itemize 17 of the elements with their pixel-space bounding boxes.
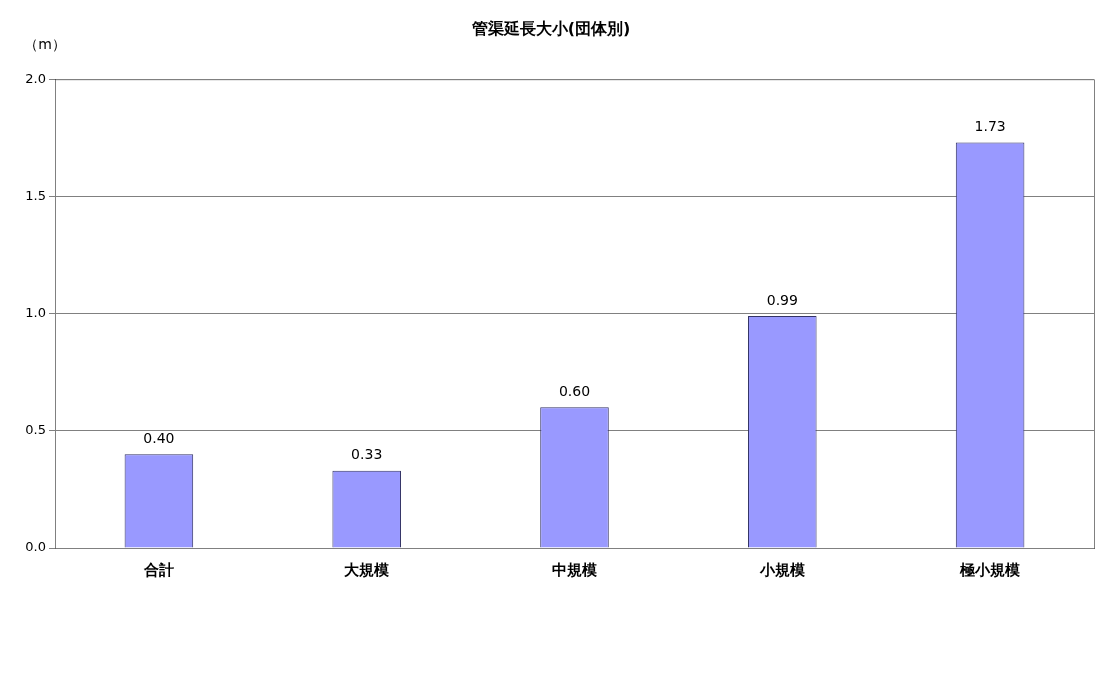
chart-title: 管渠延長大小(団体別)	[470, 18, 631, 38]
y-tick-label: 0.0	[25, 539, 46, 555]
x-tick-label: 中規模	[552, 560, 598, 579]
data-label: 0.99	[766, 291, 798, 308]
x-tick-label: 大規模	[344, 560, 391, 579]
data-label: 0.60	[558, 383, 591, 399]
data-label: 0.33	[351, 446, 383, 463]
y-tick-label: 0.5	[25, 422, 46, 438]
data-label: 1.73	[974, 118, 1006, 135]
y-tick-label: 1.0	[25, 304, 46, 320]
y-axis-title: （m）	[24, 35, 66, 52]
x-tick-label: 小規模	[758, 560, 806, 579]
data-label: 0.40	[143, 429, 175, 446]
y-tick-label: 2.0	[25, 70, 46, 86]
x-tick-label: 合計	[142, 560, 174, 579]
x-tick-label: 極小規模	[959, 560, 1022, 579]
y-tick-label: 1.5	[25, 187, 46, 203]
